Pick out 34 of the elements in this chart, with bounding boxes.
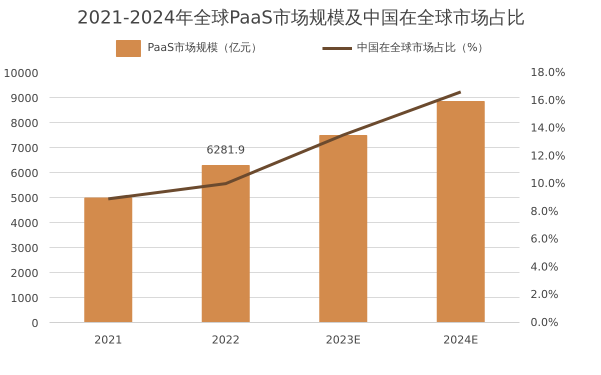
- legend-label: 中国在全球市场占比（%）: [357, 40, 489, 55]
- line-series: [106, 90, 462, 200]
- y-tick-label: 0: [32, 317, 38, 330]
- y2-tick-label: 6.0%: [530, 232, 558, 246]
- x-tick-label: 2023E: [326, 334, 361, 346]
- y-tick-label: 4000: [10, 217, 39, 230]
- y-tick-label: 5000: [10, 192, 39, 205]
- bar: [319, 135, 368, 322]
- y2-tick-label: 0.0%: [530, 316, 558, 329]
- y-tick-label: 7000: [10, 142, 39, 155]
- data-label: 6281.9: [206, 143, 246, 156]
- x-tick-label: 2024E: [443, 334, 478, 346]
- x-tick-label: 2021: [94, 334, 122, 346]
- y-tick-label: 2000: [10, 267, 39, 280]
- y-tick-label: 6000: [10, 167, 39, 180]
- y2-tick-label: 8.0%: [530, 204, 558, 218]
- bar: [436, 101, 485, 322]
- y2-tick-label: 12.0%: [530, 149, 566, 162]
- y2-tick-label: 2.0%: [530, 288, 558, 302]
- y-tick-label: 1000: [10, 292, 39, 305]
- legend-label: PaaS市场规模（亿元）: [147, 40, 262, 55]
- y2-tick-label: 14.0%: [530, 122, 566, 135]
- chart-title: 2021-2024年全球PaaS市场规模及中国在全球市场占比: [77, 8, 525, 28]
- y-tick-label: 3000: [10, 242, 39, 255]
- bar: [84, 198, 132, 322]
- y-tick-label: 10000: [4, 67, 39, 80]
- y2-tick-label: 18.0%: [530, 66, 566, 79]
- y2-tick-label: 10.0%: [530, 177, 566, 190]
- y-tick-label: 8000: [10, 117, 39, 130]
- x-tick-label: 2022: [212, 334, 240, 346]
- y2-tick-label: 16.0%: [530, 94, 566, 107]
- y-tick-label: 9000: [10, 92, 39, 105]
- y2-tick-label: 4.0%: [530, 260, 558, 274]
- bar: [202, 164, 250, 322]
